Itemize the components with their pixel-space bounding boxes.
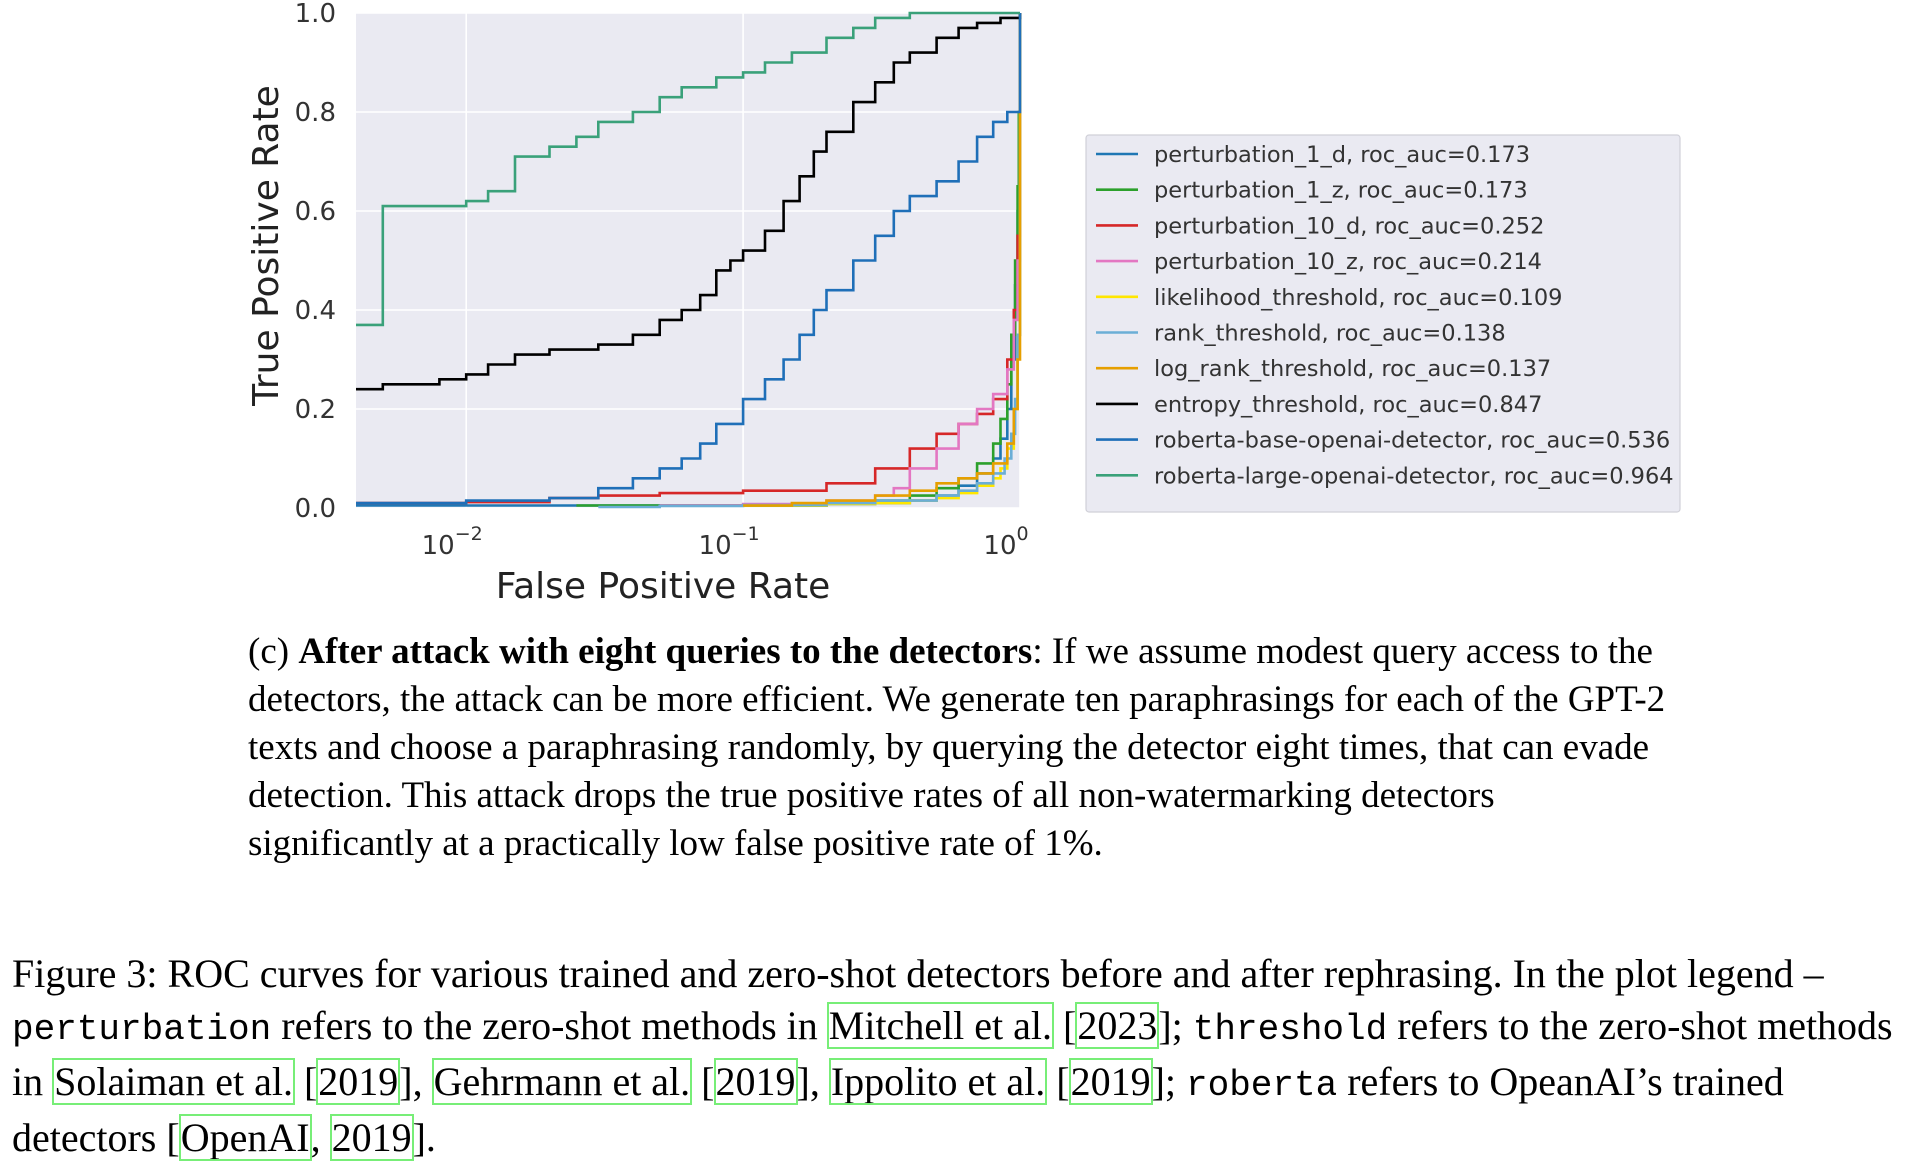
series-layer bbox=[356, 11, 1022, 509]
legend-box bbox=[1085, 134, 1681, 513]
subcaption-bold: After attack with eight queries to the d… bbox=[298, 631, 1033, 672]
x-tick-label: 10−2 bbox=[422, 523, 483, 561]
roc-chart-svg: 0.0 0.2 0.4 0.6 0.8 1.0 10−2 10−1 100 False Posi… bbox=[246, 0, 1681, 607]
caption-text: , bbox=[310, 1115, 331, 1160]
caption-code-roberta: roberta bbox=[1186, 1065, 1338, 1106]
legend-entry: likelihood_threshold, roc_auc=0.109 bbox=[1154, 285, 1563, 311]
x-tick-exponent: −1 bbox=[732, 523, 760, 545]
legend-entry: roberta-base-openai-detector, roc_auc=0.… bbox=[1154, 428, 1670, 454]
citation-link[interactable]: 2019 bbox=[329, 1114, 414, 1161]
citation-link[interactable]: Mitchell et al. bbox=[826, 1002, 1055, 1049]
legend-entry: rank_threshold, roc_auc=0.138 bbox=[1154, 321, 1506, 347]
caption-text: refers to the zero-shot methods in bbox=[12, 1003, 1893, 1104]
caption-text: ]; bbox=[1158, 1003, 1193, 1048]
citation-link[interactable]: 2023 bbox=[1075, 1002, 1160, 1049]
legend-entry: perturbation_10_z, roc_auc=0.214 bbox=[1154, 249, 1542, 275]
caption-text: Figure 3: ROC curves for various trained… bbox=[12, 951, 1824, 996]
subfigure-caption: (c) After attack with eight queries to t… bbox=[248, 628, 1688, 868]
legend-entry: perturbation_1_z, roc_auc=0.173 bbox=[1154, 178, 1528, 204]
legend-entry: perturbation_10_d, roc_auc=0.252 bbox=[1154, 213, 1544, 239]
y-tick-label: 0.4 bbox=[295, 296, 336, 326]
x-tick-label: 100 bbox=[983, 523, 1028, 561]
caption-text: [ bbox=[293, 1059, 318, 1104]
x-tick-exponent: −2 bbox=[455, 523, 483, 545]
roc-series-line-8 bbox=[356, 13, 1022, 505]
y-tick-label: 0.2 bbox=[295, 395, 336, 425]
y-tick-label: 1.0 bbox=[295, 0, 336, 29]
legend: perturbation_1_d, roc_auc=0.173 perturbat… bbox=[1085, 134, 1681, 513]
caption-text: refers to OpeanAI’s trained detectors [ bbox=[12, 1059, 1784, 1160]
roc-chart: 0.0 0.2 0.4 0.6 0.8 1.0 10−2 10−1 100 False Posi… bbox=[246, 0, 1681, 607]
y-axis-label: True Positive Rate bbox=[246, 85, 287, 407]
citation-link[interactable]: Ippolito et al. bbox=[828, 1058, 1048, 1105]
legend-entry: log_rank_threshold, roc_auc=0.137 bbox=[1154, 356, 1551, 382]
legend-entry: perturbation_1_d, roc_auc=0.173 bbox=[1154, 142, 1530, 168]
caption-text: ], bbox=[399, 1059, 433, 1104]
legend-entry: roberta-large-openai-detector, roc_auc=0… bbox=[1154, 463, 1674, 489]
x-tick-exponent: 0 bbox=[1017, 523, 1029, 545]
y-tick-label: 0.6 bbox=[295, 197, 336, 227]
citation-link[interactable]: Gehrmann et al. bbox=[431, 1058, 693, 1105]
citation-link[interactable]: 2019 bbox=[713, 1058, 798, 1105]
x-axis-label: False Positive Rate bbox=[496, 566, 831, 607]
caption-text: refers to the zero-shot methods in bbox=[271, 1003, 828, 1048]
subcaption-label: (c) bbox=[248, 631, 290, 672]
caption-text: [ bbox=[1046, 1059, 1070, 1104]
citation-link[interactable]: 2019 bbox=[1068, 1058, 1153, 1105]
caption-text: [ bbox=[691, 1059, 715, 1104]
caption-text: ]; bbox=[1151, 1059, 1186, 1104]
roc-series-line-9 bbox=[356, 11, 1020, 327]
citation-link[interactable]: Solaiman et al. bbox=[52, 1058, 295, 1105]
caption-text: [ bbox=[1053, 1003, 1077, 1048]
roc-series-line-7 bbox=[356, 13, 1022, 391]
caption-code-perturbation: perturbation bbox=[12, 1009, 272, 1050]
y-tick-label: 0.0 bbox=[295, 494, 336, 524]
x-tick-label: 10−1 bbox=[699, 523, 760, 561]
caption-text: ]. bbox=[412, 1115, 436, 1160]
y-tick-label: 0.8 bbox=[295, 98, 336, 128]
roc-series-line-6 bbox=[743, 13, 1022, 507]
caption-text: ], bbox=[796, 1059, 830, 1104]
caption-code-threshold: threshold bbox=[1192, 1009, 1388, 1050]
subcaption-text: : If we assume modest query access to th… bbox=[248, 631, 1666, 864]
citation-link[interactable]: 2019 bbox=[316, 1058, 401, 1105]
legend-entry: entropy_threshold, roc_auc=0.847 bbox=[1154, 392, 1542, 418]
citation-link[interactable]: OpenAI bbox=[178, 1114, 312, 1161]
figure-caption: Figure 3: ROC curves for various trained… bbox=[12, 948, 1922, 1164]
